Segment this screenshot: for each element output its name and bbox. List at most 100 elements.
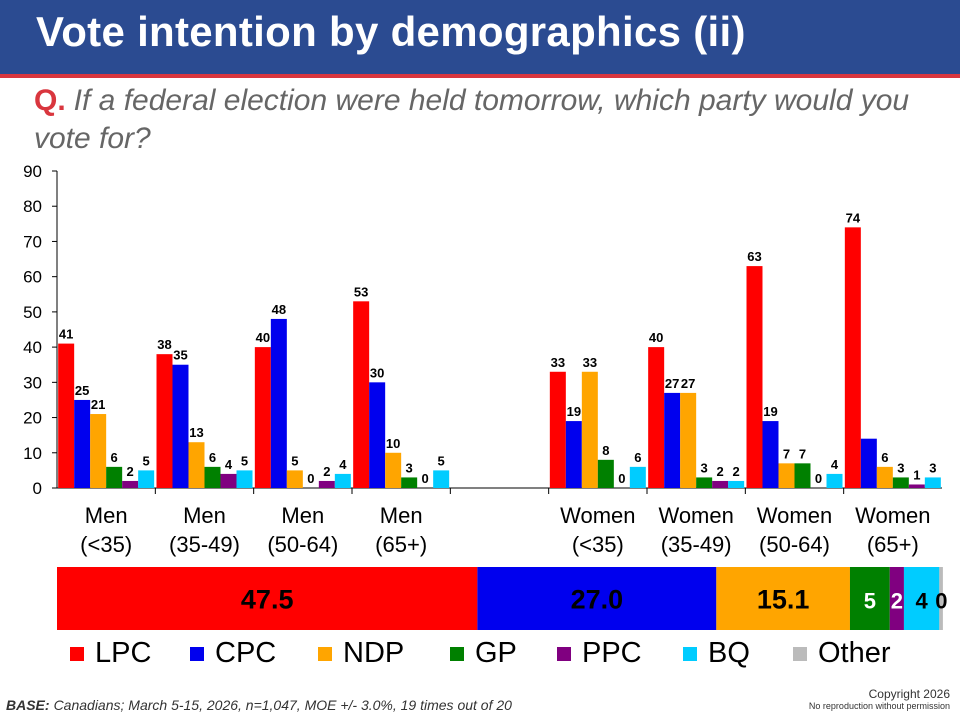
- bar-value-label: 2: [717, 464, 724, 479]
- bar-lpc: [648, 347, 665, 488]
- bar-bq: [138, 470, 155, 488]
- bar-value-label: 4: [339, 457, 347, 472]
- bar-value-label: 40: [256, 330, 270, 345]
- legend-label-bq: BQ: [708, 637, 750, 669]
- bar-value-label: 6: [634, 450, 641, 465]
- stacked-segment-ndp: [716, 567, 850, 630]
- bar-value-label: 5: [438, 453, 445, 468]
- y-tick-label: 10: [23, 444, 42, 463]
- bar-cpc: [74, 399, 91, 488]
- stacked-segment-bq: [903, 567, 940, 630]
- x-category-sublabel: (<35): [80, 532, 132, 557]
- bar-ndp: [876, 466, 893, 488]
- bar-value-label: 63: [747, 249, 761, 264]
- stacked-value-label: 47.5: [241, 585, 294, 615]
- header-bar: Vote intention by demographics (ii): [0, 0, 960, 78]
- x-category-sublabel: (35-49): [169, 532, 240, 557]
- bar-lpc: [549, 371, 566, 488]
- bar-value-label: 7: [799, 446, 806, 461]
- bar-ppc: [318, 480, 335, 488]
- x-category-sublabel: (50-64): [759, 532, 830, 557]
- bar-value-label: 40: [649, 330, 663, 345]
- bar-cpc: [565, 421, 582, 488]
- x-category-label: Men: [183, 503, 226, 528]
- x-category-label: Women: [658, 503, 733, 528]
- stacked-value-label: 2: [891, 589, 903, 614]
- bar-gp: [106, 466, 123, 488]
- question-label: Q.: [34, 84, 66, 117]
- bar-value-label: 3: [897, 460, 904, 475]
- bar-lpc: [254, 347, 271, 488]
- y-tick-label: 0: [33, 479, 42, 498]
- bar-ppc: [908, 484, 925, 488]
- x-category-sublabel: (65+): [375, 532, 427, 557]
- bar-ndp: [778, 463, 795, 488]
- y-tick-label: 80: [23, 197, 42, 216]
- y-tick-label: 60: [23, 268, 42, 287]
- bar-value-label: 30: [370, 365, 384, 380]
- bar-value-label: 4: [225, 457, 233, 472]
- bar-cpc: [172, 364, 189, 488]
- bar-ndp: [188, 442, 205, 488]
- bar-value-label: 41: [59, 327, 73, 342]
- bar-lpc: [58, 343, 75, 488]
- bar-value-label: 0: [618, 471, 625, 486]
- stacked-value-label: 5: [864, 589, 876, 614]
- bar-value-label: 27: [665, 376, 679, 391]
- legend-swatch-gp: [450, 647, 464, 661]
- survey-question: Q. If a federal election were held tomorr…: [34, 82, 934, 158]
- bar-value-label: 10: [386, 436, 400, 451]
- x-category-label: Women: [560, 503, 635, 528]
- bar-value-label: 13: [189, 425, 203, 440]
- bar-bq: [629, 466, 646, 488]
- bar-value-label: 27: [681, 376, 695, 391]
- bar-bq: [334, 473, 351, 488]
- bar-value-label: 0: [815, 471, 822, 486]
- bar-cpc: [369, 382, 386, 488]
- copyright-text: Copyright 2026: [868, 687, 950, 701]
- x-category-label: Men: [85, 503, 128, 528]
- bar-value-label: 2: [323, 464, 330, 479]
- bar-lpc: [844, 227, 861, 488]
- x-category-sublabel: (65+): [867, 532, 919, 557]
- bar-bq: [236, 470, 253, 488]
- stacked-segment-ppc: [889, 567, 904, 630]
- base-label: BASE:: [6, 697, 50, 713]
- legend-swatch-other: [793, 647, 807, 661]
- bar-value-label: 8: [602, 443, 609, 458]
- bar-value-label: 6: [209, 450, 216, 465]
- bar-gp: [204, 466, 221, 488]
- bar-ppc: [220, 473, 237, 488]
- bar-value-label: 4: [831, 457, 839, 472]
- y-tick-label: 40: [23, 338, 42, 357]
- legend-label-gp: GP: [475, 637, 517, 669]
- bar-value-label: 33: [551, 355, 565, 370]
- bar-gp: [892, 477, 909, 488]
- bar-value-label: 6: [111, 450, 118, 465]
- legend-label-ppc: PPC: [582, 637, 642, 669]
- bar-ndp: [286, 470, 303, 488]
- bar-ndp: [581, 371, 598, 488]
- stacked-segment-cpc: [477, 567, 717, 630]
- legend-swatch-ndp: [318, 647, 332, 661]
- legend-swatch-lpc: [70, 647, 84, 661]
- bar-value-label: 33: [583, 355, 597, 370]
- bar-value-label: 0: [307, 471, 314, 486]
- x-category-label: Men: [281, 503, 324, 528]
- bar-value-label: 48: [272, 302, 286, 317]
- stacked-segment-gp: [849, 567, 890, 630]
- stacked-segment-other: [939, 567, 943, 630]
- bar-value-label: 6: [881, 450, 888, 465]
- bar-value-label: 2: [733, 464, 740, 479]
- bar-value-label: 5: [143, 453, 150, 468]
- x-category-sublabel: (<35): [572, 532, 624, 557]
- x-category-label: Men: [380, 503, 423, 528]
- bar-value-label: 25: [75, 383, 89, 398]
- bar-value-label: 5: [241, 453, 248, 468]
- bar-ndp: [385, 452, 402, 488]
- base-note: BASE: Canadians; March 5-15, 2026, n=1,04…: [6, 697, 512, 713]
- bar-gp: [794, 463, 811, 488]
- bar-ppc: [712, 480, 729, 488]
- bar-ndp: [90, 414, 107, 488]
- bar-value-label: 19: [763, 404, 777, 419]
